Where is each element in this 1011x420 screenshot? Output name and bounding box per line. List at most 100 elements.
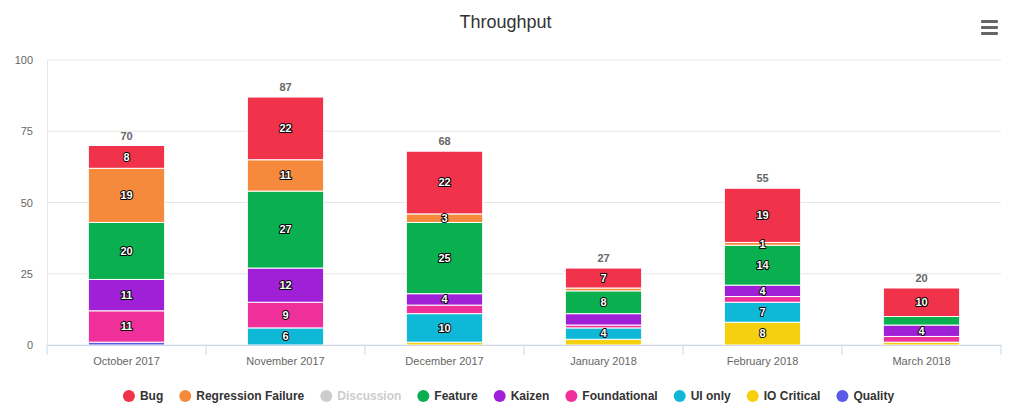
grid-line — [47, 273, 1001, 274]
data-label: 22 — [279, 122, 291, 134]
x-tick-label: December 2017 — [405, 355, 483, 367]
data-label: 11 — [121, 289, 133, 301]
bar-segment — [565, 291, 641, 314]
legend-label: Kaizen — [511, 389, 550, 403]
legend-item[interactable]: UI only — [674, 389, 731, 403]
bar-segment — [883, 288, 959, 317]
y-tick: 25 — [21, 268, 47, 280]
legend-item[interactable]: Feature — [417, 389, 478, 403]
bar-segment — [247, 328, 323, 345]
data-label: 8 — [759, 327, 765, 339]
legend-marker — [417, 390, 429, 402]
y-tick: 75 — [21, 125, 47, 137]
y-axis-line — [47, 61, 48, 346]
y-tick: 100 — [15, 54, 47, 66]
stack-total: 20 — [915, 272, 927, 284]
stack-total: 68 — [438, 135, 450, 147]
data-label: 25 — [438, 252, 450, 264]
legend-marker — [674, 390, 686, 402]
bar-segment — [247, 97, 323, 160]
bar-segment — [88, 146, 164, 169]
x-tick: January 2018 — [570, 345, 637, 367]
y-tick-label: 0 — [27, 339, 33, 351]
bar-segment — [724, 245, 800, 285]
data-label: 19 — [756, 209, 768, 221]
menu-button[interactable] — [981, 20, 998, 35]
x-tick-label: March 2018 — [892, 355, 950, 367]
data-label: 12 — [279, 279, 291, 291]
bar-segment — [88, 279, 164, 310]
legend-marker — [747, 390, 759, 402]
legend-label: Feature — [434, 389, 478, 403]
bar-segment — [406, 294, 482, 305]
bar-segment — [724, 302, 800, 322]
data-label: 14 — [756, 259, 769, 271]
legend-item[interactable]: Discussion — [320, 389, 401, 403]
legend-item[interactable]: Kaizen — [494, 389, 550, 403]
bar-segment — [883, 325, 959, 336]
x-tick-label: November 2017 — [246, 355, 324, 367]
x-tick: December 2017 — [405, 345, 483, 367]
bar-segment — [565, 314, 641, 325]
data-label: 10 — [438, 322, 450, 334]
legend-marker — [123, 390, 135, 402]
x-tick-divider — [47, 345, 48, 355]
bar-segment — [724, 285, 800, 296]
bar-segment — [88, 168, 164, 222]
legend-item[interactable]: Regression Failure — [179, 389, 304, 403]
legend-label: Regression Failure — [196, 389, 304, 403]
bar-segment — [247, 268, 323, 302]
data-label: 8 — [123, 151, 129, 163]
legend-item[interactable]: Foundational — [565, 389, 657, 403]
bar-segment — [724, 322, 800, 345]
legend-label: IO Critical — [764, 389, 821, 403]
bar-segment — [406, 222, 482, 293]
data-label: 27 — [279, 223, 291, 235]
data-label: 1 — [759, 238, 765, 250]
y-tick-label: 75 — [21, 125, 33, 137]
x-tick: October 2017 — [93, 345, 160, 367]
bar-segment — [565, 328, 641, 339]
x-axis: October 2017 November 2017 December 2017 Ja… — [48, 345, 1002, 367]
data-label: 7 — [759, 306, 765, 318]
x-tick-divider — [842, 345, 843, 355]
bar-segment — [565, 339, 641, 345]
data-label: 4 — [600, 327, 607, 339]
menu-line — [981, 32, 998, 35]
menu-line — [981, 26, 998, 29]
bar-segment — [88, 222, 164, 279]
bar-segment — [724, 188, 800, 242]
bar-segment — [883, 336, 959, 342]
data-label: 19 — [120, 189, 132, 201]
bar-segment — [406, 305, 482, 314]
data-label: 4 — [759, 285, 766, 297]
legend-label: Bug — [140, 389, 163, 403]
y-tick-label: 50 — [21, 197, 33, 209]
legend-marker — [836, 390, 848, 402]
legend: Bug Regression Failure Discussion Feature Ka… — [123, 389, 894, 403]
x-tick-divider — [683, 345, 684, 355]
legend-item[interactable]: IO Critical — [747, 389, 821, 403]
y-tick: 0 — [27, 339, 47, 351]
legend-marker — [494, 390, 506, 402]
menu-line — [981, 20, 998, 23]
bar-segment — [247, 191, 323, 268]
legend-item[interactable]: Bug — [123, 389, 163, 403]
x-tick: March 2018 — [892, 345, 950, 367]
x-tick: November 2017 — [246, 345, 324, 367]
data-label: 9 — [282, 309, 288, 321]
x-tick-divider — [365, 345, 366, 355]
legend-item[interactable]: Quality — [836, 389, 894, 403]
chart-title: Throughput — [459, 12, 551, 32]
data-label: 10 — [915, 296, 927, 308]
data-label: 22 — [438, 176, 450, 188]
stack-total: 55 — [756, 172, 768, 184]
data-label: 8 — [600, 296, 606, 308]
bar-segment — [247, 302, 323, 328]
data-label: 11 — [280, 169, 292, 181]
bars — [88, 97, 959, 345]
background — [0, 0, 1011, 420]
bar-segment — [724, 297, 800, 303]
data-label: 7 — [600, 272, 606, 284]
data-label: 3 — [441, 212, 447, 224]
